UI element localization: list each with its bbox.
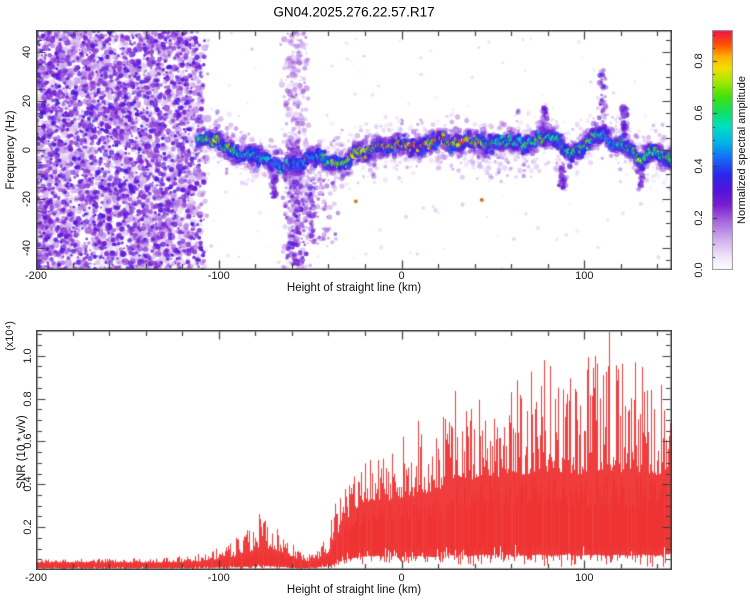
colorbar-tick-label: 0.0	[693, 262, 705, 278]
snr-y-tick-label: 0.6	[22, 433, 34, 450]
snr-y-tick-label: 0.2	[22, 519, 34, 535]
page-title: GN04.2025.276.22.57.R17	[273, 4, 435, 20]
spectrogram-x-axis-label: Height of straight line (km)	[286, 282, 422, 294]
snr-x-tick-label: -200	[24, 572, 48, 584]
snr-x-tick-label: 100	[575, 572, 594, 584]
snr-x-axis-label: Height of straight line (km)	[286, 584, 422, 596]
spectrogram-y-tick-label: -40	[21, 240, 33, 256]
spectrogram-x-tick-label: 100	[575, 270, 594, 282]
colorbar-label: Normalized spectral amplitude	[736, 76, 748, 224]
snr-y-tick-label: 0.8	[22, 390, 34, 407]
colorbar-tick-label: 0.4	[693, 157, 705, 174]
spectrogram-x-tick-label: -100	[207, 270, 230, 282]
spectrogram-y-tick-label: 20	[21, 94, 33, 108]
snr-plot	[36, 330, 672, 570]
spectrogram-x-tick-label: 0	[398, 270, 405, 282]
spectrogram-x-tick-label: -200	[24, 270, 48, 282]
colorbar	[712, 30, 733, 270]
snr-x-tick-label: -100	[207, 572, 230, 584]
snr-y-tick-label: 1.0	[22, 348, 34, 364]
spectrogram-y-tick-label: 40	[21, 45, 33, 59]
snr-y-tick-label: 0.4	[22, 476, 34, 492]
spectrogram-y-tick-label: 0	[21, 146, 33, 154]
spectrogram-plot	[36, 30, 672, 270]
colorbar-tick-label: 0.6	[693, 105, 705, 122]
snr-y-scale-label: (x10⁴)	[4, 321, 16, 351]
colorbar-tick-label: 0.8	[693, 53, 705, 69]
snr-x-tick-label: 0	[398, 572, 405, 584]
colorbar-tick-label: 0.2	[693, 210, 705, 226]
spectrogram-y-axis-label: Frequency (Hz)	[5, 110, 17, 190]
spectrogram-y-tick-label: -20	[21, 191, 33, 207]
